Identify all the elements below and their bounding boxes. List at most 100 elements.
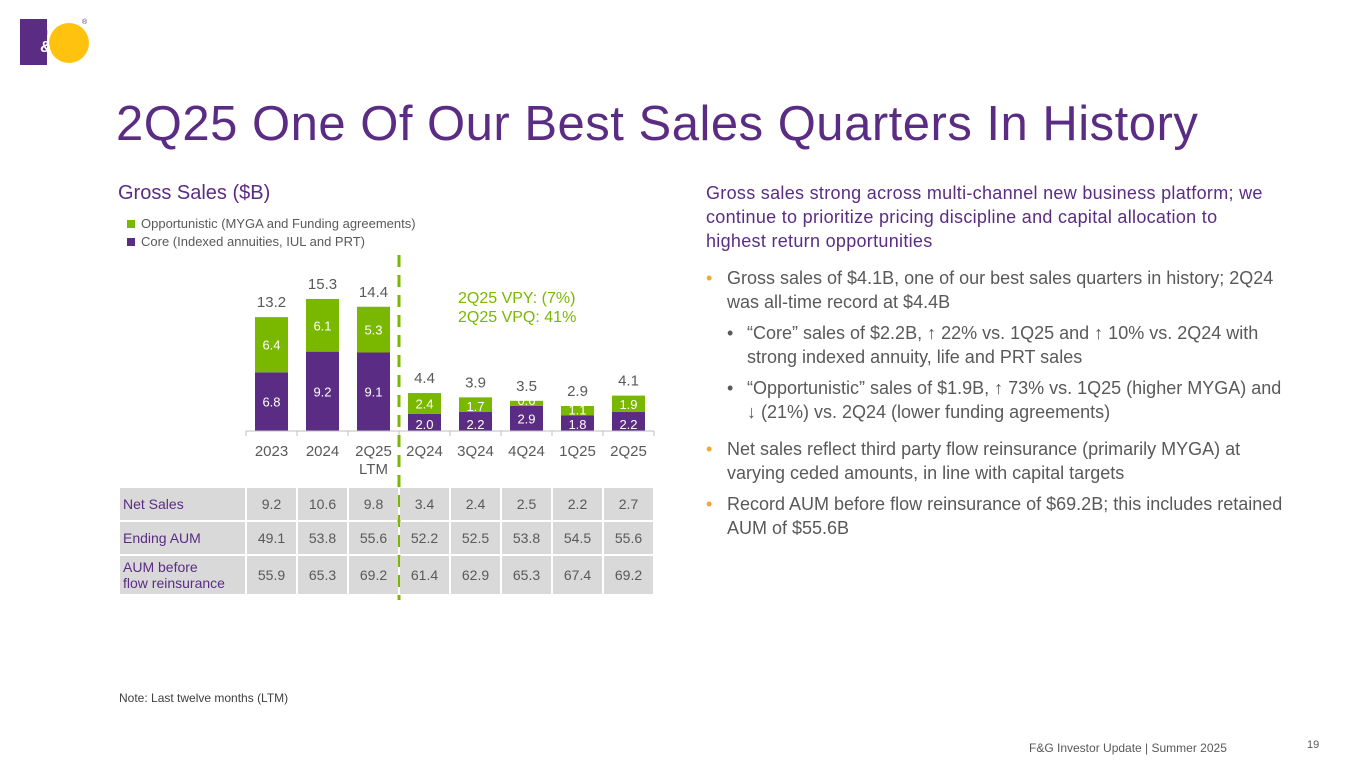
bar-total-label: 14.4 xyxy=(359,284,388,301)
logo-ampersand: & xyxy=(40,39,52,56)
bar-opportunistic xyxy=(459,397,492,413)
vpy-annotation: 2Q25 VPY: (7%) xyxy=(458,290,575,307)
table-cell: 2.2 xyxy=(553,488,602,520)
bar-label-core: 2.0 xyxy=(415,417,433,432)
right-panel-heading: Gross sales strong across multi-channel … xyxy=(706,183,1263,251)
bullet-item: • Net sales reflect third party flow rei… xyxy=(706,437,1286,485)
bar-label-core: 9.1 xyxy=(364,385,382,400)
bar-label-core: 6.8 xyxy=(262,395,280,410)
sub-bullet-item: • “Core” sales of $2.2B, ↑ 22% vs. 1Q25 … xyxy=(706,321,1286,369)
vpq-annotation: 2Q25 VPQ: 41% xyxy=(458,309,576,326)
metrics-table: Net Sales 9.2 10.6 9.8 3.4 2.4 2.5 2.2 2… xyxy=(118,486,655,596)
table-cell: 65.3 xyxy=(502,556,551,594)
bar-core xyxy=(357,352,390,431)
bar-label-core: 2.2 xyxy=(619,417,637,432)
x-tick-label: 2Q25 xyxy=(355,443,392,460)
table-cell: 49.1 xyxy=(247,522,296,554)
legend-swatch-opportunistic xyxy=(127,220,135,228)
bullet-marker: • xyxy=(706,268,713,288)
bullet-item: • Gross sales of $4.1B, one of our best … xyxy=(706,266,1286,314)
bar-total-label: 2.9 xyxy=(567,383,588,400)
bullet-text: Net sales reflect third party flow reins… xyxy=(727,439,1241,483)
bullet-text: Gross sales of $4.1B, one of our best sa… xyxy=(727,268,1274,312)
bar-opportunistic xyxy=(561,405,594,416)
chart-legend: Opportunistic (MYGA and Funding agreemen… xyxy=(127,215,416,251)
bar-opportunistic xyxy=(612,395,645,413)
table-cell: 2.7 xyxy=(604,488,653,520)
x-tick-label: 3Q24 xyxy=(457,443,494,460)
bar-label-core: 9.2 xyxy=(313,384,331,399)
bar-opportunistic xyxy=(357,306,390,353)
table-cell: 69.2 xyxy=(604,556,653,594)
table-cell: 55.6 xyxy=(349,522,398,554)
legend-item-opportunistic: Opportunistic (MYGA and Funding agreemen… xyxy=(127,215,416,233)
bar-label-opportunistic: 6.1 xyxy=(313,318,331,333)
bar-label-opportunistic: 1.7 xyxy=(466,399,484,414)
bar-label-core: 1.8 xyxy=(568,417,586,432)
table-row-aum-before-reinsurance: AUM before flow reinsurance 55.9 65.3 69… xyxy=(120,556,653,594)
table-cell: 53.8 xyxy=(502,522,551,554)
bar-label-opportunistic: 2.4 xyxy=(415,396,433,411)
bar-opportunistic xyxy=(408,393,441,414)
bar-core xyxy=(306,351,339,431)
bar-total-label: 13.2 xyxy=(257,294,286,311)
table-cell: 9.8 xyxy=(349,488,398,520)
page-title: 2Q25 One Of Our Best Sales Quarters In H… xyxy=(116,97,1199,151)
table-cell: 67.4 xyxy=(553,556,602,594)
gross-sales-chart: 6.8 6.4 13.2 2023 9.2 6.1 15.3 2024 9.1 5.3 14.4 2Q… xyxy=(245,255,655,600)
bar-opportunistic xyxy=(255,317,288,373)
bar-label-opportunistic: 6.4 xyxy=(262,338,280,353)
bar-label-opportunistic: 0.6 xyxy=(517,393,535,408)
bar-core xyxy=(255,372,288,431)
bar-total-label: 3.9 xyxy=(465,374,486,391)
table-cell: 52.5 xyxy=(451,522,500,554)
x-tick-label: 2023 xyxy=(255,443,288,460)
table-cell: 2.5 xyxy=(502,488,551,520)
table-cell: 54.5 xyxy=(553,522,602,554)
right-panel-bullets: • Gross sales of $4.1B, one of our best … xyxy=(706,266,1286,547)
bar-opportunistic xyxy=(510,400,543,406)
row-label-aum-before-reinsurance: AUM before flow reinsurance xyxy=(120,556,245,594)
table-cell: 55.6 xyxy=(604,522,653,554)
bullet-text: Record AUM before flow reinsurance of $6… xyxy=(727,494,1283,538)
sub-bullet-marker: • xyxy=(727,323,734,343)
x-tick-label: 1Q25 xyxy=(559,443,596,460)
bar-core xyxy=(510,405,543,431)
table-cell: 53.8 xyxy=(298,522,347,554)
bar-total-label: 3.5 xyxy=(516,378,537,395)
sub-bullet-item: • “Opportunistic” sales of $1.9B, ↑ 73% … xyxy=(706,376,1286,424)
table-cell: 69.2 xyxy=(349,556,398,594)
bullet-marker: • xyxy=(706,439,713,459)
x-tick-label: 2Q24 xyxy=(406,443,443,460)
row-label-ending-aum: Ending AUM xyxy=(120,522,245,554)
legend-item-core: Core (Indexed annuities, IUL and PRT) xyxy=(127,233,416,251)
row-label-line1: AUM before xyxy=(123,559,198,575)
table-cell: 65.3 xyxy=(298,556,347,594)
footnote: Note: Last twelve months (LTM) xyxy=(119,691,289,705)
sub-bullet-marker: • xyxy=(727,378,734,398)
bar-core xyxy=(612,412,645,431)
bar-total-label: 4.4 xyxy=(414,370,435,387)
bar-label-opportunistic: 1.9 xyxy=(619,397,637,412)
table-cell: 9.2 xyxy=(247,488,296,520)
bar-total-label: 4.1 xyxy=(618,373,639,390)
bullet-item: • Record AUM before flow reinsurance of … xyxy=(706,492,1286,540)
x-tick-label: 4Q24 xyxy=(508,443,545,460)
page-number: 19 xyxy=(1307,739,1320,751)
bar-core xyxy=(459,412,492,431)
table-cell: 62.9 xyxy=(451,556,500,594)
bar-core xyxy=(561,415,594,431)
table-cell: 2.4 xyxy=(451,488,500,520)
table-cell: 52.2 xyxy=(400,522,449,554)
table-row-net-sales: Net Sales 9.2 10.6 9.8 3.4 2.4 2.5 2.2 2… xyxy=(120,488,653,520)
x-tick-label: 2024 xyxy=(306,443,339,460)
table-cell: 3.4 xyxy=(400,488,449,520)
legend-label-opportunistic: Opportunistic (MYGA and Funding agreemen… xyxy=(141,216,416,231)
table-row-ending-aum: Ending AUM 49.1 53.8 55.6 52.2 52.5 53.8… xyxy=(120,522,653,554)
logo-registered: ® xyxy=(82,18,88,26)
bar-label-core: 2.9 xyxy=(517,411,535,426)
legend-swatch-core xyxy=(127,238,135,246)
bar-opportunistic xyxy=(306,299,339,352)
row-label-line2: flow reinsurance xyxy=(123,575,225,591)
table-cell: 10.6 xyxy=(298,488,347,520)
